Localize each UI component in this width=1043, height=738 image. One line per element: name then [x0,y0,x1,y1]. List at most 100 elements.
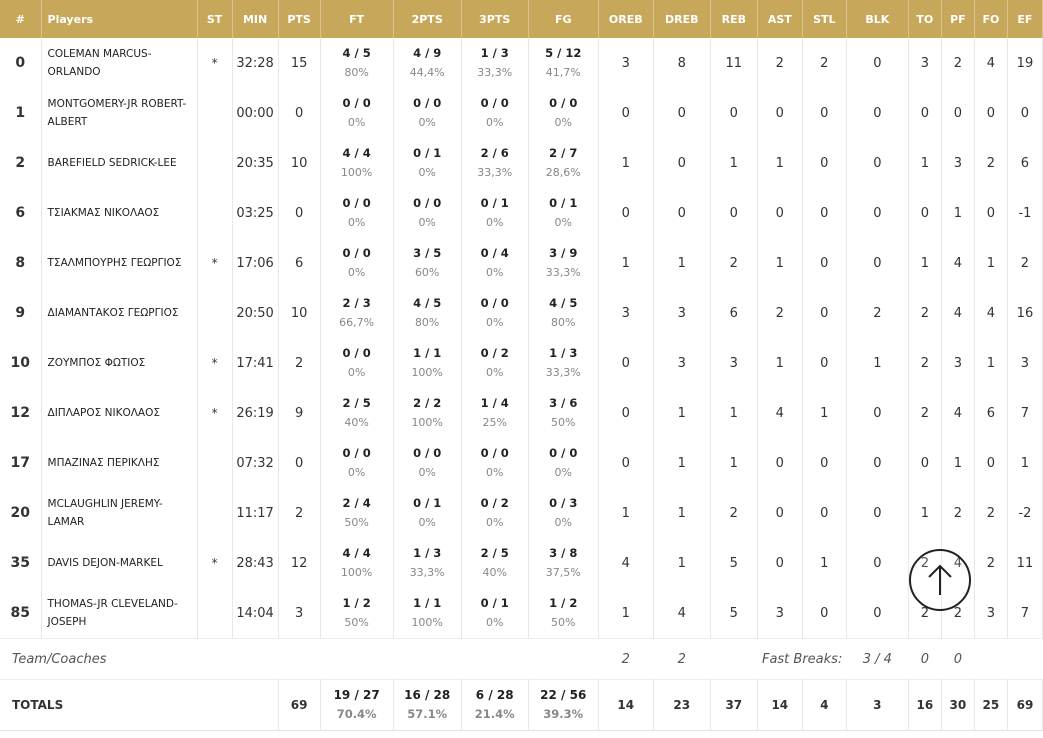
player-number: 12 [0,388,42,438]
player-ft: 2 / 4 50% [320,488,394,538]
scroll-to-top-button[interactable] [909,549,971,611]
player-fg: 1 / 2 50% [528,588,599,639]
player-fg-pct: 0% [554,216,572,229]
player-to: 2 [908,288,942,338]
player-ft-pct: 100% [340,566,373,579]
starter-mark [197,438,233,488]
player-name[interactable]: DAVIS DEJON-MARKEL [41,538,198,588]
totals-3pts-made: 6 / 28 [475,688,514,702]
column-header-pf[interactable]: PF [941,0,975,38]
player-ast: 0 [757,538,803,588]
player-2pts-pct: 100% [411,366,443,379]
player-name[interactable]: ΤΣΙΑΚΜΑΣ ΝΙΚΟΛΑΟΣ [41,188,198,238]
player-number: 6 [0,188,42,238]
player-ef: 1 [1007,438,1043,488]
player-points: 6 [278,238,321,288]
player-name[interactable]: ΔΙΑΜΑΝΤΑΚΟΣ ΓΕΩΡΓΙΟΣ [41,288,198,338]
player-minutes: 17:06 [232,238,279,288]
player-points: 2 [278,488,321,538]
player-name[interactable]: ΖΟΥΜΠΟΣ ΦΩΤΙΟΣ [41,338,198,388]
player-ft: 4 / 5 80% [320,38,394,88]
column-header-ast[interactable]: AST [757,0,803,38]
player-2pts: 1 / 1 100% [393,588,462,639]
table-row: 6 ΤΣΙΑΚΜΑΣ ΝΙΚΟΛΑΟΣ 03:25 0 0 / 0 0% 0 / 0 0% 0 … [0,188,1043,238]
player-pf: 4 [941,238,975,288]
player-fg-made: 5 / 12 [545,46,582,60]
player-minutes: 32:28 [232,38,279,88]
column-header-fo[interactable]: FO [974,0,1008,38]
player-dreb: 0 [653,88,711,138]
player-ft-made: 0 / 0 [342,196,371,210]
player-name[interactable]: BAREFIELD SEDRICK-LEE [41,138,198,188]
player-minutes: 28:43 [232,538,279,588]
player-name[interactable]: ΤΣΑΛΜΠΟΥΡΗΣ ΓΕΩΡΓΙΟΣ [41,238,198,288]
fast-breaks-label: Fast Breaks: [710,638,847,680]
player-3pts-pct: 0% [485,616,504,629]
player-name[interactable]: ΔΙΠΛΑΡΟΣ ΝΙΚΟΛΑΟΣ [41,388,198,438]
player-ast: 4 [757,388,803,438]
player-ft-pct: 100% [340,166,373,179]
column-header-2pts[interactable]: 2PTS [393,0,462,38]
column-header-to[interactable]: TO [908,0,942,38]
column-header-st[interactable]: ST [197,0,233,38]
player-ft-pct: 50% [344,616,369,629]
table-body: 0 COLEMAN MARCUS-ORLANDO * 32:28 1 5 4 / 5 80% 4… [0,38,1043,639]
player-dreb: 1 [653,388,711,438]
player-number: 2 [0,138,42,188]
totals-ft-pct: 70.4% [336,707,377,721]
player-pf: 1 [941,188,975,238]
player-fg: 3 / 8 37,5% [528,538,599,588]
player-3pts-pct: 0% [485,366,504,379]
column-header-player[interactable]: Players [41,0,198,38]
column-header-min[interactable]: MIN [232,0,279,38]
column-header-fg[interactable]: FG [528,0,599,38]
player-fg-pct: 0% [554,516,572,529]
player-fg: 1 / 3 33,3% [528,338,599,388]
column-header-stl[interactable]: STL [802,0,847,38]
column-header-reb[interactable]: REB [710,0,758,38]
player-stl: 0 [802,338,847,388]
column-header-dreb[interactable]: DREB [653,0,711,38]
player-3pts-pct: 40% [482,566,507,579]
player-name[interactable]: COLEMAN MARCUS-ORLANDO [41,38,198,88]
player-reb: 11 [710,38,758,88]
player-ef: 7 [1007,388,1043,438]
player-dreb: 1 [653,438,711,488]
player-name[interactable]: ΜΠΑΖΙΝΑΣ ΠΕΡΙΚΛΗΣ [41,438,198,488]
player-2pts-made: 4 / 5 [413,296,442,310]
column-header-blk[interactable]: BLK [846,0,909,38]
player-name[interactable]: THOMAS-JR CLEVELAND-JOSEPH [41,588,198,639]
player-reb: 5 [710,588,758,639]
player-2pts: 0 / 1 0% [393,488,462,538]
column-header-num[interactable]: # [0,0,42,38]
player-2pts-pct: 100% [411,616,443,629]
player-minutes: 20:35 [232,138,279,188]
player-3pts: 2 / 5 40% [461,538,529,588]
team-coaches-row: Team/Coaches 2 2 Fast Breaks: 3 / 4 0 0 [0,638,1043,680]
team-pf: 0 [941,638,975,680]
player-ast: 0 [757,438,803,488]
player-2pts-made: 0 / 0 [413,96,442,110]
team-dreb: 2 [653,638,711,680]
player-points: 9 [278,388,321,438]
player-fg: 0 / 1 0% [528,188,599,238]
player-2pts-pct: 33,3% [409,566,445,579]
player-fo: 0 [974,188,1008,238]
player-fg-pct: 50% [551,416,576,429]
player-3pts-made: 1 / 3 [480,46,509,60]
column-header-ft[interactable]: FT [320,0,394,38]
player-fg: 2 / 7 28,6% [528,138,599,188]
column-header-3pts[interactable]: 3PTS [461,0,529,38]
player-minutes: 26:19 [232,388,279,438]
player-blk: 0 [846,588,909,639]
column-header-oreb[interactable]: OREB [598,0,654,38]
player-name[interactable]: MCLAUGHLIN JEREMY-LAMAR [41,488,198,538]
player-name[interactable]: MONTGOMERY-JR ROBERT-ALBERT [41,88,198,138]
column-header-ef[interactable]: EF [1007,0,1043,38]
column-header-pts[interactable]: PTS [278,0,321,38]
starter-mark: * [197,38,233,88]
player-blk: 1 [846,338,909,388]
player-number: 20 [0,488,42,538]
player-pf: 4 [941,388,975,438]
player-dreb: 1 [653,238,711,288]
